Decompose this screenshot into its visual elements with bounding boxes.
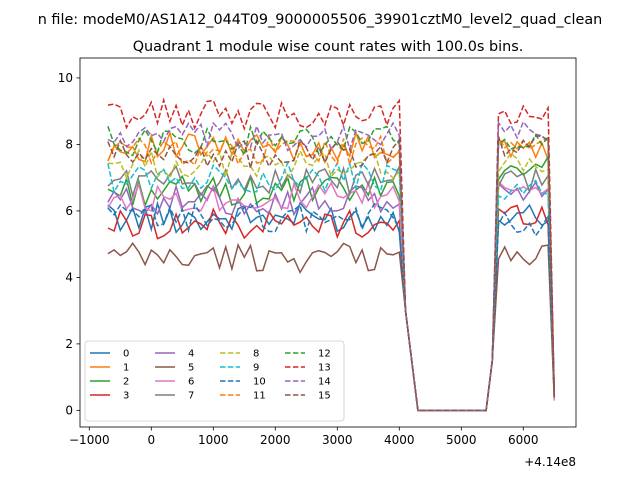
x-tick-label: 2000 <box>260 433 291 447</box>
legend-label-9: 9 <box>253 363 259 374</box>
x-tick-label: 3000 <box>322 433 353 447</box>
legend-label-5: 5 <box>188 363 194 374</box>
y-tick-label: 8 <box>65 137 73 151</box>
x-tick-label: 4000 <box>384 433 415 447</box>
x-tick-label: 1000 <box>198 433 229 447</box>
series-line-8 <box>107 148 556 412</box>
y-tick-label: 0 <box>65 403 73 417</box>
legend-label-4: 4 <box>188 349 194 360</box>
y-tick-label: 10 <box>58 71 73 85</box>
chart-title: Quadrant 1 module wise count rates with … <box>133 39 524 55</box>
y-tick-label: 2 <box>65 337 73 351</box>
legend-label-10: 10 <box>253 377 266 388</box>
legend-label-1: 1 <box>123 363 129 374</box>
series-line-15 <box>107 135 556 412</box>
y-axis: 0 2 4 6 8 10 <box>58 71 80 417</box>
x-tick-label: −1000 <box>69 433 110 447</box>
legend-label-0: 0 <box>123 349 129 360</box>
legend-label-14: 14 <box>318 377 331 388</box>
plot-lines <box>107 97 556 412</box>
legend-box <box>84 340 345 422</box>
legend-label-2: 2 <box>123 377 129 388</box>
legend-label-12: 12 <box>318 349 331 360</box>
x-tick-label: 5000 <box>446 433 477 447</box>
x-axis: −1000 0 1000 2000 3000 4000 5000 6000 <box>69 427 539 447</box>
x-tick-label: 0 <box>147 433 155 447</box>
legend-label-15: 15 <box>318 391 331 402</box>
legend-label-6: 6 <box>188 377 194 388</box>
legend-label-7: 7 <box>188 391 194 402</box>
legend-label-13: 13 <box>318 363 331 374</box>
y-tick-label: 6 <box>65 204 73 218</box>
y-tick-label: 4 <box>65 270 73 284</box>
legend-label-8: 8 <box>253 349 259 360</box>
x-tick-label: 6000 <box>508 433 539 447</box>
legend-label-3: 3 <box>123 391 129 402</box>
legend-label-11: 11 <box>253 391 266 402</box>
plot-frame <box>79 57 577 428</box>
chart-suptitle: n file: modeM0/AS1A12_044T09_9000005506_… <box>38 12 603 28</box>
x-offset-label: +4.14e8 <box>524 455 576 469</box>
